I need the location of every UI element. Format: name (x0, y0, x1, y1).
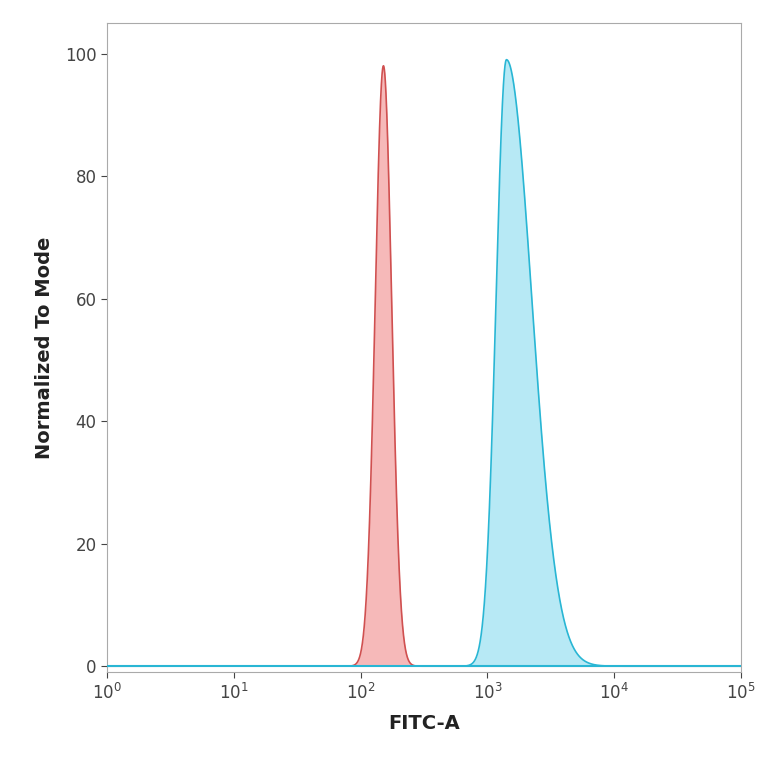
X-axis label: FITC-A: FITC-A (388, 714, 460, 733)
Y-axis label: Normalized To Mode: Normalized To Mode (35, 236, 53, 459)
